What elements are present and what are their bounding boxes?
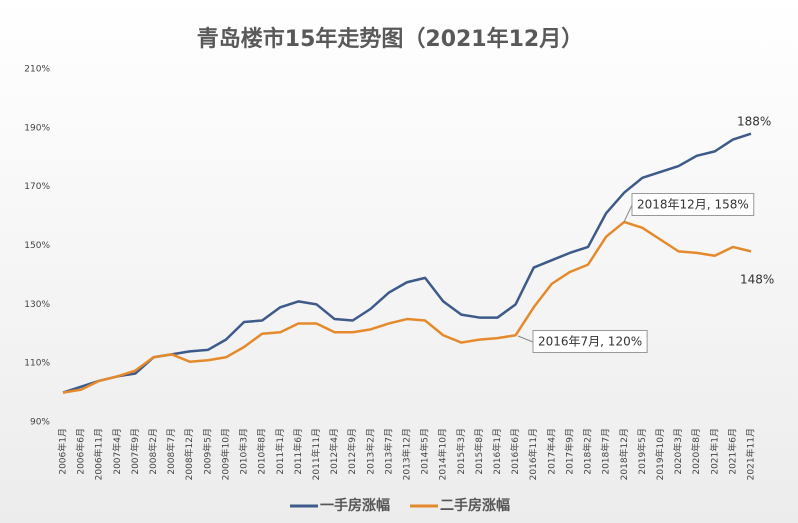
x-tick-label: 2017年9月 — [563, 428, 575, 475]
series-line — [62, 220, 752, 394]
y-tick-label: 210% — [24, 65, 50, 75]
x-tick-label: 2011年11月 — [310, 428, 322, 480]
x-tick-label: 2017年4月 — [545, 428, 557, 475]
x-tick-label: 2008年7月 — [165, 428, 177, 475]
x-tick-label: 2009年10月 — [219, 428, 231, 480]
legend-label: 一手房涨幅 — [320, 497, 390, 514]
x-tick-label: 2010年8月 — [256, 428, 268, 475]
callout-box — [631, 193, 755, 216]
x-tick-label: 2011年6月 — [292, 428, 304, 475]
x-tick-label: 2015年8月 — [473, 428, 485, 475]
x-tick-label: 2018年2月 — [582, 428, 594, 475]
x-tick-label: 2006年11月 — [93, 428, 105, 480]
x-tick-label: 2018年12月 — [618, 428, 630, 480]
y-tick-label: 130% — [24, 300, 50, 310]
x-tick-label: 2012年4月 — [328, 428, 340, 475]
x-tick-label: 2006年1月 — [57, 428, 69, 475]
x-tick-label: 2012年9月 — [346, 428, 358, 475]
x-tick-label: 2007年4月 — [111, 428, 123, 475]
x-tick-label: 2019年5月 — [636, 428, 648, 475]
x-tick-label: 2020年8月 — [690, 428, 702, 475]
x-tick-label: 2013年12月 — [401, 428, 413, 480]
y-tick-label: 110% — [24, 359, 50, 369]
x-tick-label: 2008年2月 — [147, 428, 159, 475]
x-tick-label: 2021年6月 — [726, 428, 738, 475]
x-tick-label: 2020年3月 — [672, 428, 684, 475]
x-tick-label: 2016年11月 — [527, 428, 539, 480]
x-tick-label: 2009年5月 — [201, 428, 213, 475]
y-tick-label: 170% — [24, 182, 50, 192]
x-tick-label: 2010年3月 — [238, 428, 250, 475]
y-tick-label: 90% — [30, 418, 50, 428]
x-tick-label: 2008年12月 — [183, 428, 195, 480]
annotation: 2018年12月, 158% — [637, 198, 749, 212]
x-tick-label: 2016年6月 — [509, 428, 521, 475]
x-tick-label: 2019年10月 — [654, 428, 666, 480]
callout-leader — [517, 335, 534, 343]
x-tick-label: 2021年11月 — [745, 428, 757, 480]
x-tick-label: 2018年7月 — [600, 428, 612, 475]
x-tick-label: 2016年1月 — [491, 428, 503, 475]
x-tick-label: 2015年3月 — [455, 428, 467, 475]
callout-box — [532, 330, 648, 353]
x-tick-label: 2006年6月 — [75, 428, 87, 475]
x-tick-label: 2014年10月 — [437, 428, 449, 480]
x-tick-label: 2013年2月 — [364, 428, 376, 475]
x-tick-label: 2007年9月 — [129, 428, 141, 475]
annotation: 148% — [740, 273, 774, 287]
series-line — [62, 132, 752, 394]
legend-label: 二手房涨幅 — [440, 497, 510, 514]
callout-leader — [623, 204, 633, 223]
x-tick-label: 2021年1月 — [708, 428, 720, 475]
x-tick-label: 2013年7月 — [382, 428, 394, 475]
annotation: 2016年7月, 120% — [538, 335, 642, 349]
annotation: 188% — [737, 115, 771, 129]
x-tick-label: 2014年5月 — [419, 428, 431, 475]
y-tick-label: 150% — [24, 241, 50, 251]
chart-title: 青岛楼市15年走势图（2021年12月） — [197, 26, 583, 52]
x-tick-label: 2011年1月 — [274, 428, 286, 475]
y-tick-label: 190% — [24, 123, 50, 133]
